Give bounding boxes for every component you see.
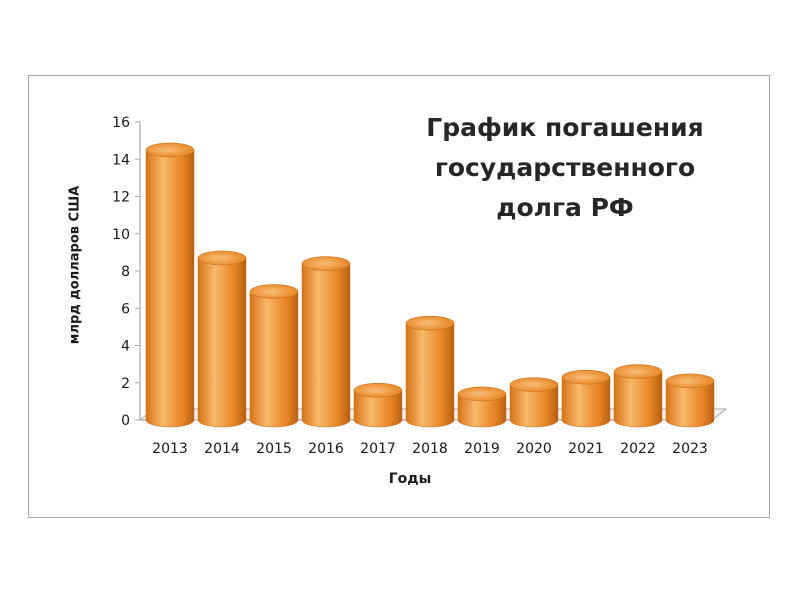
bar-body	[197, 257, 247, 428]
x-tick-label: 2019	[464, 441, 500, 457]
x-tick-label: 2014	[204, 441, 240, 457]
y-tick-label: 12	[112, 190, 130, 206]
ticks-layer: 0 2 4 6 8 10 12 14 16 2013 2014 2015 2016 2017 2018 201…	[112, 115, 708, 457]
bar-body	[509, 384, 559, 428]
bar-2022	[613, 364, 663, 428]
chart-title-line-2: государственного	[434, 153, 696, 182]
bar-2015	[249, 284, 299, 428]
bar-body	[613, 371, 663, 428]
bar-2019	[457, 386, 507, 428]
bar-2023	[665, 373, 715, 428]
bar-2014	[197, 250, 247, 428]
bar-top	[197, 250, 247, 266]
bar-body	[353, 389, 403, 428]
bar-2017	[353, 382, 403, 428]
chart-title-line-1: График погашения	[426, 113, 704, 142]
bar-top	[301, 256, 351, 271]
bar-top	[613, 364, 663, 379]
y-tick-label: 0	[121, 413, 130, 429]
y-tick-label: 14	[112, 152, 130, 168]
bar-body	[249, 291, 299, 428]
bar-top	[353, 382, 403, 398]
y-tick-label: 16	[112, 115, 130, 131]
y-tick-label: 10	[112, 227, 130, 243]
bar-2016	[301, 256, 351, 428]
bar-top	[405, 315, 455, 331]
bar-top	[561, 369, 611, 385]
y-tick-label: 8	[121, 264, 130, 280]
bar-body	[457, 393, 507, 428]
bar-body	[145, 149, 195, 428]
chart-title: График погашения государственного долга …	[400, 108, 730, 228]
y-tick-label: 2	[121, 376, 130, 392]
bar-top	[145, 142, 195, 158]
bar-2018	[405, 315, 455, 428]
x-tick-label: 2016	[308, 441, 344, 457]
x-tick-label: 2021	[568, 441, 604, 457]
y-tick-label: 4	[121, 339, 130, 355]
x-tick-label: 2020	[516, 441, 552, 457]
x-tick-label: 2023	[672, 441, 708, 457]
bar-2021	[561, 369, 611, 428]
bar-body	[301, 263, 351, 428]
bar-top	[457, 386, 507, 402]
chart-title-line-3: долга РФ	[496, 193, 634, 222]
bar-2020	[509, 377, 559, 428]
bar-body	[665, 380, 715, 428]
x-axis-label: Годы	[388, 471, 432, 487]
bar-top	[509, 377, 559, 392]
bar-top	[249, 284, 299, 299]
bars-layer	[145, 142, 715, 428]
x-tick-label: 2017	[360, 441, 396, 457]
bar-body	[405, 322, 455, 428]
bar-body	[561, 376, 611, 428]
y-tick-label: 6	[121, 301, 130, 317]
x-tick-label: 2022	[620, 441, 656, 457]
x-tick-label: 2015	[256, 441, 292, 457]
y-axis-label: млрд долларов США	[67, 185, 83, 345]
x-tick-label: 2013	[152, 441, 188, 457]
bar-top	[665, 373, 715, 389]
bar-2013	[145, 142, 195, 428]
x-tick-label: 2018	[412, 441, 448, 457]
